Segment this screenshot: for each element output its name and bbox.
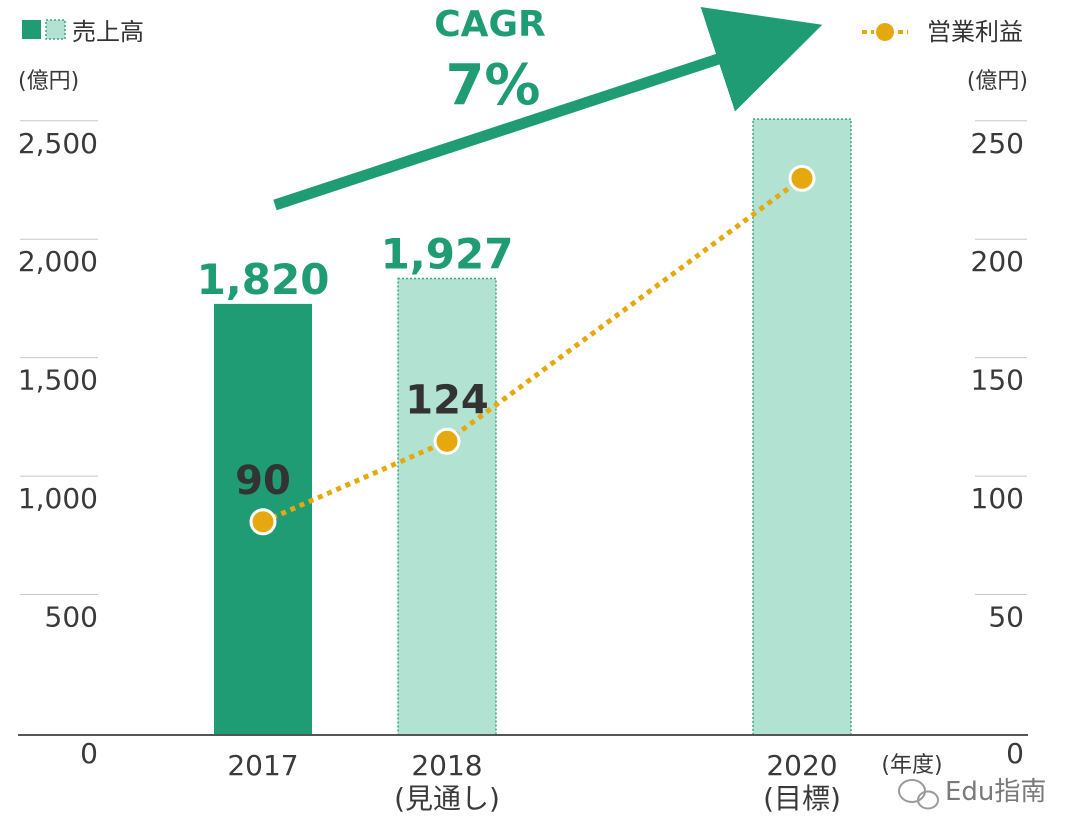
profit-point-2018 bbox=[433, 427, 461, 455]
cagr-arrow bbox=[273, 6, 823, 211]
cagr-annotation: CAGR 7% bbox=[273, 4, 823, 211]
x-tick-label: 2020 bbox=[766, 749, 837, 782]
bar-2018 bbox=[397, 277, 497, 736]
watermark-text: Edu指南 bbox=[945, 777, 1046, 807]
legend-swatch-solid bbox=[22, 20, 41, 39]
y-right-tick-label: 250 bbox=[971, 127, 1024, 160]
profit-value-label: 90 bbox=[235, 458, 291, 504]
cagr-value: 7% bbox=[445, 53, 540, 118]
y-left-tick-label: 1,500 bbox=[18, 364, 98, 397]
y-right-tick-label: 200 bbox=[971, 245, 1024, 278]
bar-series: 1,820 1,927 bbox=[197, 118, 852, 736]
profit-value-label: 124 bbox=[405, 377, 489, 423]
line-series: 90 124 bbox=[235, 164, 816, 536]
y-left-tick-label: 2,000 bbox=[18, 245, 98, 278]
bar-value-label: 1,820 bbox=[197, 255, 330, 304]
profit-line bbox=[261, 176, 804, 525]
y-left-tick-label: 1,000 bbox=[18, 482, 98, 515]
y-left-tick-label: 0 bbox=[80, 737, 98, 770]
x-tick-sublabel: (目標) bbox=[763, 782, 841, 815]
legend-label-sales: 売上高 bbox=[72, 18, 144, 46]
bar-2020 bbox=[752, 118, 852, 736]
y-left-tick-label: 500 bbox=[45, 601, 98, 634]
x-tick-sublabel: (見通し) bbox=[394, 782, 500, 815]
x-tick-label: 2017 bbox=[227, 749, 298, 782]
y-right-tick-label: 100 bbox=[971, 482, 1024, 515]
legend-swatch-light bbox=[45, 19, 66, 40]
x-axis-unit: (年度) bbox=[881, 753, 942, 778]
y-right-tick-label: 150 bbox=[971, 364, 1024, 397]
legend-point-marker bbox=[874, 21, 896, 43]
legend: 売上高 営業利益 bbox=[22, 18, 1023, 46]
profit-point-2020 bbox=[788, 164, 816, 192]
bar-value-label: 1,927 bbox=[381, 230, 514, 279]
wechat-icon bbox=[898, 779, 939, 810]
y-right-axis: 0 50 100 150 200 250 bbox=[971, 120, 1027, 770]
cagr-label: CAGR bbox=[434, 4, 546, 45]
x-axis-categories: 2017 2018(見通し) 2020(目標) bbox=[227, 749, 841, 815]
profit-point-2017 bbox=[249, 508, 277, 536]
y-right-unit: (億円) bbox=[967, 69, 1028, 94]
legend-label-profit: 営業利益 bbox=[927, 18, 1023, 46]
y-right-tick-label: 50 bbox=[988, 601, 1024, 634]
y-left-tick-label: 2,500 bbox=[18, 127, 98, 160]
watermark: Edu指南 bbox=[898, 777, 1046, 810]
y-left-unit: (億円) bbox=[18, 69, 79, 94]
x-tick-label: 2018 bbox=[411, 749, 482, 782]
y-left-axis: 0 500 1,000 1,500 2,000 2,500 bbox=[18, 120, 98, 770]
y-right-tick-label: 0 bbox=[1006, 737, 1024, 770]
